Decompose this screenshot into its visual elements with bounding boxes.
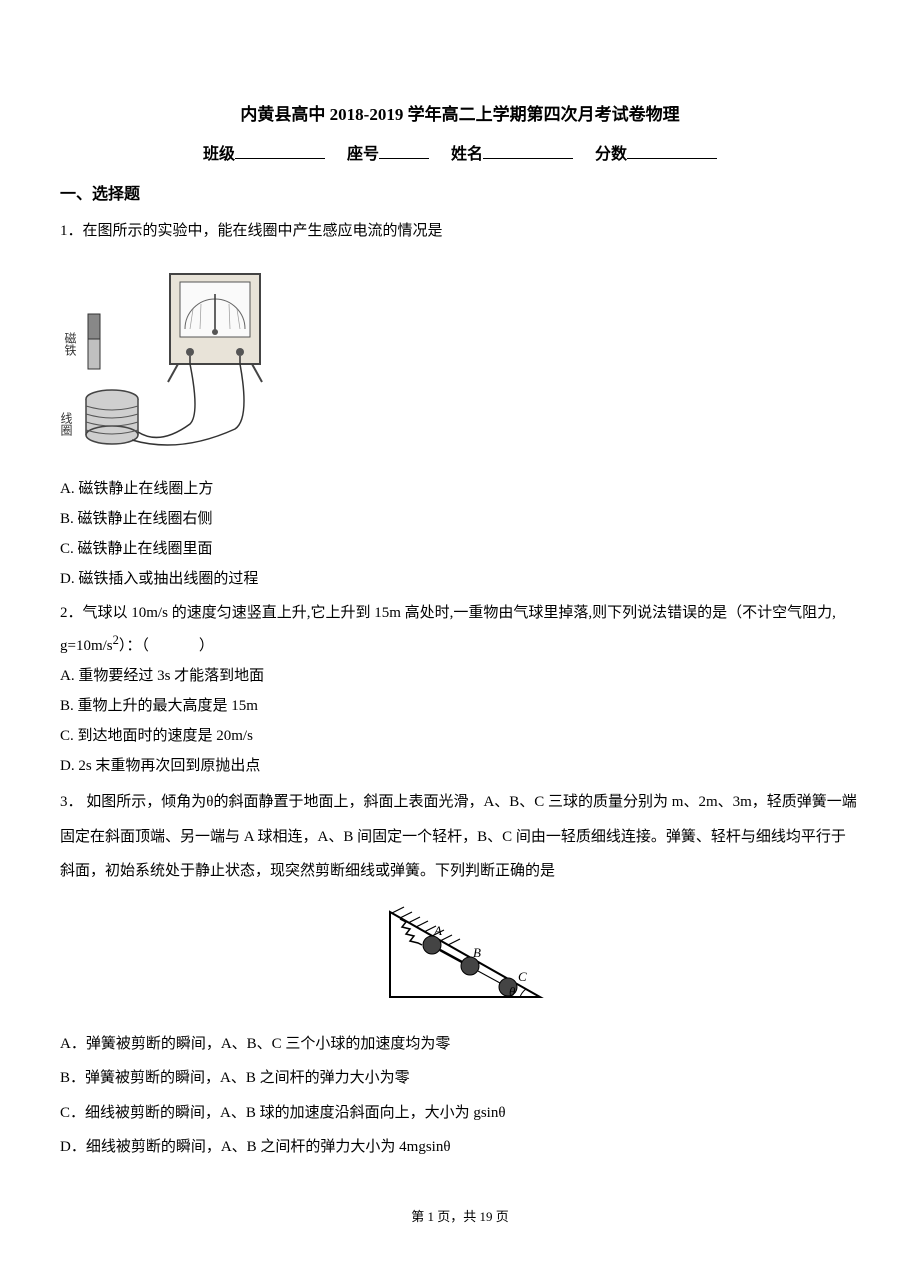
class-label: 班级 xyxy=(203,141,235,170)
q2-option-b: B. 重物上升的最大高度是 15m xyxy=(60,691,860,721)
q3-figure: A B C θ xyxy=(60,897,860,1017)
q2-stem-3: ） xyxy=(199,638,214,654)
magnet-label: 磁铁 xyxy=(63,331,77,356)
question-1: 1．在图所示的实验中，能在线圈中产生感应电流的情况是 磁铁 xyxy=(60,216,860,594)
coil-label: 线圈 xyxy=(60,412,73,437)
score-blank xyxy=(627,141,717,159)
name-label: 姓名 xyxy=(451,141,483,170)
q3-stem: 如图所示，倾角为θ的斜面静置于地面上，斜面上表面光滑，A、B、C 三球的质量分别… xyxy=(60,794,857,879)
q3-option-d: D．细线被剪断的瞬间，A、B 之间杆的弹力大小为 4mgsinθ xyxy=(60,1130,860,1165)
question-2: 2．气球以 10m/s 的速度匀速竖直上升,它上升到 15m 高处时,一重物由气… xyxy=(60,598,860,781)
q3-options: A．弹簧被剪断的瞬间，A、B、C 三个小球的加速度均为零 B．弹簧被剪断的瞬间，… xyxy=(60,1027,860,1165)
q2-option-d: D. 2s 末重物再次回到原抛出点 xyxy=(60,751,860,781)
q1-option-a: A. 磁铁静止在线圈上方 xyxy=(60,474,860,504)
theta-label: θ xyxy=(509,984,516,999)
q3-option-b: B．弹簧被剪断的瞬间，A、B 之间杆的弹力大小为零 xyxy=(60,1061,860,1096)
q3-option-c: C．细线被剪断的瞬间，A、B 球的加速度沿斜面向上，大小为 gsinθ xyxy=(60,1096,860,1131)
score-label: 分数 xyxy=(595,141,627,170)
q1-option-d: D. 磁铁插入或抽出线圈的过程 xyxy=(60,564,860,594)
q1-option-b: B. 磁铁静止在线圈右侧 xyxy=(60,504,860,534)
q1-options: A. 磁铁静止在线圈上方 B. 磁铁静止在线圈右侧 C. 磁铁静止在线圈里面 D… xyxy=(60,474,860,594)
page-footer: 第 1 页，共 19 页 xyxy=(60,1205,860,1228)
ball-a-label: A xyxy=(433,923,442,938)
header-fields: 班级 座号 姓名 分数 xyxy=(60,141,860,170)
galvanometer-coil-diagram: 磁铁 线圈 xyxy=(60,254,280,454)
ball-b-label: B xyxy=(473,945,481,960)
name-blank xyxy=(483,141,573,159)
q2-text: 2．气球以 10m/s 的速度匀速竖直上升,它上升到 15m 高处时,一重物由气… xyxy=(60,598,860,661)
q3-text: 3． 如图所示，倾角为θ的斜面静置于地面上，斜面上表面光滑，A、B、C 三球的质… xyxy=(60,785,860,889)
seat-blank xyxy=(379,141,429,159)
class-blank xyxy=(235,141,325,159)
seat-label: 座号 xyxy=(347,141,379,170)
q1-option-c: C. 磁铁静止在线圈里面 xyxy=(60,534,860,564)
q3-number: 3． xyxy=(60,794,83,810)
ball-c-label: C xyxy=(518,969,527,984)
q2-options: A. 重物要经过 3s 才能落到地面 B. 重物上升的最大高度是 15m C. … xyxy=(60,661,860,781)
q1-stem: 在图所示的实验中，能在线圈中产生感应电流的情况是 xyxy=(83,223,443,239)
question-3: 3． 如图所示，倾角为θ的斜面静置于地面上，斜面上表面光滑，A、B、C 三球的质… xyxy=(60,785,860,1165)
q3-option-a: A．弹簧被剪断的瞬间，A、B、C 三个小球的加速度均为零 xyxy=(60,1027,860,1062)
q1-number: 1． xyxy=(60,223,83,239)
q2-stem-1: 气球以 10m/s 的速度匀速竖直上升,它上升到 15m 高处时,一重物由气球里… xyxy=(60,605,836,654)
section-heading: 一、选择题 xyxy=(60,181,860,210)
exam-title: 内黄县高中 2018-2019 学年高二上学期第四次月考试卷物理 xyxy=(60,100,860,131)
q2-number: 2． xyxy=(60,605,83,621)
q2-option-c: C. 到达地面时的速度是 20m/s xyxy=(60,721,860,751)
q1-figure: 磁铁 线圈 xyxy=(60,254,860,464)
q1-text: 1．在图所示的实验中，能在线圈中产生感应电流的情况是 xyxy=(60,216,860,246)
q2-stem-2: ）：（ xyxy=(119,638,149,654)
q2-option-a: A. 重物要经过 3s 才能落到地面 xyxy=(60,661,860,691)
incline-diagram: A B C θ xyxy=(370,897,550,1007)
